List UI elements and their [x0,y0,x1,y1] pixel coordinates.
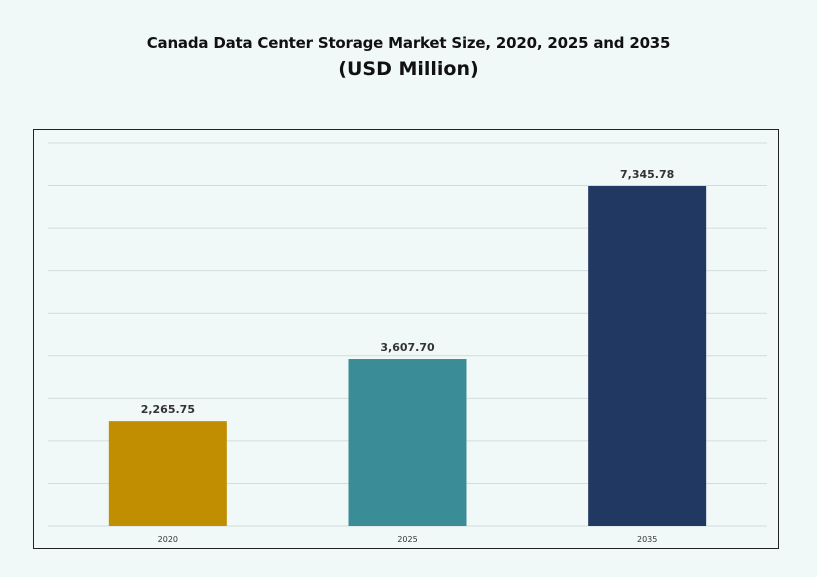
x-tick-label-2035: 2035 [637,535,657,544]
data-label-2025: 3,607.70 [380,341,435,354]
data-label-2020: 2,265.75 [141,403,195,416]
bar-2020 [108,421,227,526]
bar-2035 [588,186,707,527]
chart-frame [33,129,779,549]
x-tick-label-2025: 2025 [397,535,417,544]
chart-subtitle: (USD Million) [338,58,479,80]
x-tick-label-2020: 2020 [158,535,178,544]
data-label-2035: 7,345.78 [620,168,674,181]
chart-title: Canada Data Center Storage Market Size, … [146,34,671,52]
bar-2025 [348,359,467,526]
